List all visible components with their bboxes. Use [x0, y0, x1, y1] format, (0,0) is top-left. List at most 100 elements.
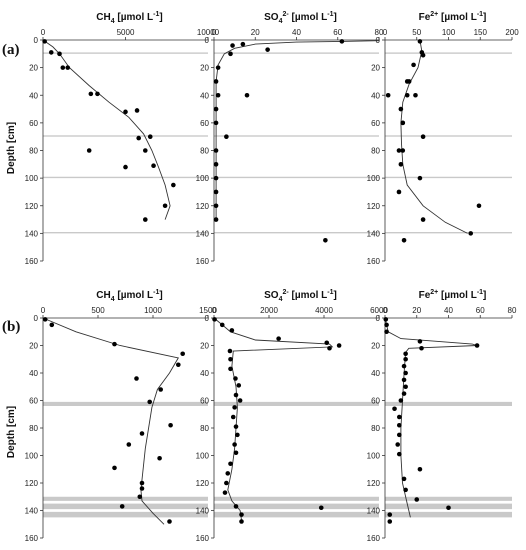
data-point [224, 480, 229, 486]
data-point [139, 480, 145, 486]
y-tick-label: 80 [200, 147, 209, 156]
data-point [112, 465, 117, 471]
data-point [398, 162, 404, 167]
data-point [336, 343, 342, 348]
data-point [233, 450, 239, 456]
data-point [403, 487, 408, 493]
data-point [383, 317, 389, 322]
layer-band [43, 231, 208, 234]
x-tick-label: 0 [383, 306, 388, 315]
y-tick-label: 60 [200, 397, 209, 406]
data-point [468, 231, 474, 236]
fit-curve [213, 317, 334, 521]
data-point [49, 322, 55, 328]
data-point [398, 398, 404, 403]
x-tick-label: 4000 [315, 306, 333, 315]
y-tick-label: 120 [25, 479, 39, 488]
layer-band [43, 511, 208, 518]
data-point [401, 377, 407, 383]
panel-title: Fe2+ [µmol L-1] [419, 11, 487, 23]
x-tick-label: 6000 [370, 306, 388, 315]
x-tick-label: 2000 [260, 306, 278, 315]
y-tick-label: 140 [196, 507, 210, 516]
layer-band [43, 135, 208, 137]
y-tick-label: 80 [371, 147, 380, 156]
chart-panel-a-2: 0 20 40 60 80 100 120 140 160 0 20 40 60 80 SO42- [µmo… [196, 11, 384, 266]
panel-title: SO42- [µmol L-1] [264, 11, 337, 25]
y-tick-label: 80 [371, 424, 380, 433]
layer-band [214, 176, 379, 179]
data-point [419, 345, 424, 351]
data-point [446, 505, 451, 511]
data-point [126, 442, 132, 447]
y-tick-label: 140 [367, 507, 381, 516]
data-point [420, 217, 426, 222]
y-tick-label: 0 [205, 36, 210, 45]
panel-title: SO42- [µmol L-1] [264, 289, 337, 303]
y-tick-label: 140 [367, 229, 381, 238]
data-point [213, 79, 219, 84]
layer-band [385, 231, 512, 234]
x-tick-label: 100 [442, 28, 456, 37]
y-tick-label: 120 [367, 202, 381, 211]
data-point [229, 328, 235, 333]
layer-band [214, 231, 379, 234]
y-tick-label: 60 [371, 397, 380, 406]
y-tick-label: 120 [25, 202, 39, 211]
data-point [240, 41, 246, 47]
y-tick-label: 120 [196, 202, 210, 211]
y-tick-label: 100 [196, 452, 210, 461]
x-tick-label: 10000 [197, 28, 220, 37]
data-point [417, 39, 423, 44]
data-point [213, 162, 219, 167]
data-point [235, 432, 240, 438]
layer-band [214, 511, 379, 518]
data-point [180, 351, 185, 357]
data-point [143, 148, 148, 153]
data-point [230, 414, 236, 420]
fit-curve [400, 39, 468, 234]
y-tick-label: 20 [371, 342, 380, 351]
y-tick-label: 20 [200, 64, 209, 73]
data-point [417, 466, 423, 472]
data-point [401, 237, 407, 243]
data-point [168, 422, 173, 428]
data-point [213, 175, 219, 181]
y-axis-label-a: Depth [cm] [6, 122, 17, 174]
layer-band [43, 52, 208, 54]
x-tick-label: 0 [212, 28, 217, 37]
data-point [143, 217, 148, 222]
data-point [413, 92, 418, 98]
y-tick-label: 80 [29, 147, 38, 156]
data-point [228, 51, 233, 57]
data-point [403, 356, 408, 362]
data-point [137, 494, 143, 500]
layer-band [214, 135, 379, 137]
data-point [276, 336, 281, 341]
data-point [228, 366, 233, 372]
data-point [147, 399, 152, 405]
data-point [167, 519, 172, 524]
panel-title: CH4 [µmol L-1] [96, 289, 162, 303]
data-point [404, 79, 410, 84]
data-point [233, 504, 239, 509]
data-point [396, 422, 402, 428]
data-point [404, 92, 410, 98]
data-point [139, 486, 145, 491]
data-point [401, 391, 407, 396]
y-tick-label: 20 [371, 64, 380, 73]
row-label-b: (b) [2, 319, 20, 335]
layer-band [43, 176, 208, 179]
y-tick-label: 140 [196, 229, 210, 238]
data-point [387, 519, 393, 524]
layer-band [214, 496, 379, 501]
panel-title: CH4 [µmol L-1] [96, 11, 162, 25]
y-tick-label: 160 [196, 534, 210, 543]
data-point [162, 203, 168, 209]
data-point [233, 376, 238, 381]
data-point [403, 351, 408, 357]
layer-band [385, 52, 512, 54]
data-point [233, 392, 239, 398]
x-tick-label: 150 [474, 28, 488, 37]
data-point [215, 65, 221, 70]
